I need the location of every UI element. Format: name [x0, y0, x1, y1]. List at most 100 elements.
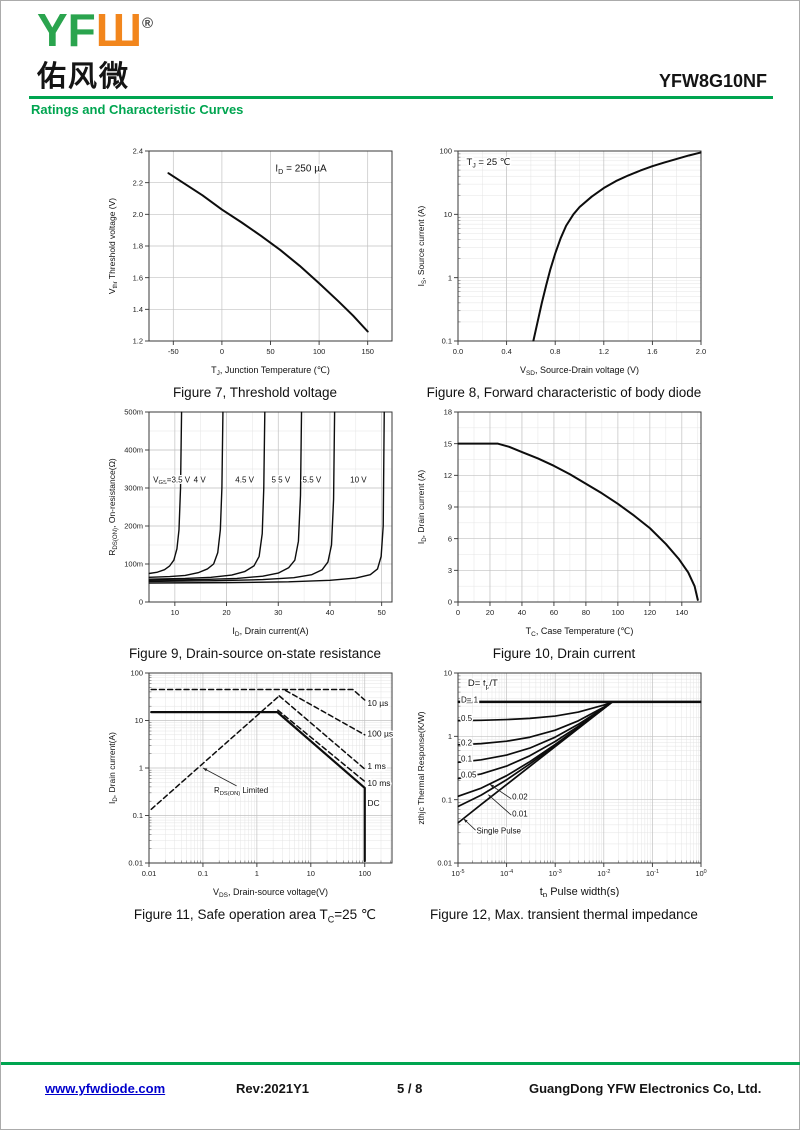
- registered-trademark-icon: ®: [142, 15, 154, 32]
- svg-text:1.8: 1.8: [133, 242, 143, 251]
- svg-text:80: 80: [582, 608, 590, 617]
- svg-text:40: 40: [518, 608, 526, 617]
- svg-text:0: 0: [220, 347, 224, 356]
- svg-text:300m: 300m: [124, 484, 143, 493]
- svg-text:10 ms: 10 ms: [367, 778, 390, 788]
- logo: YFШ®: [37, 7, 153, 53]
- figure-11-caption: Figure 11, Safe operation area TC=25 ℃: [133, 907, 377, 925]
- svg-text:D= tp/T: D= tp/T: [468, 678, 498, 690]
- logo-w-icon: Ш: [95, 4, 143, 56]
- figure-11: 0.01 0.1 1 10 100 0.01 0.1 1 10 100 10 µs 100 µs 1 m…: [105, 665, 405, 925]
- svg-text:50: 50: [377, 608, 385, 617]
- figure-7: -50 0 50 100 150 1.2 1.4 1.6 1.8 2.0 2.2 2.4 ID = 25…: [105, 143, 405, 400]
- svg-text:10 µs: 10 µs: [367, 698, 388, 708]
- svg-text:1.6: 1.6: [133, 273, 143, 282]
- svg-text:0.01: 0.01: [512, 810, 528, 819]
- svg-text:100: 100: [313, 347, 326, 356]
- figure-7-caption: Figure 7, Threshold voltage: [172, 385, 338, 400]
- svg-text:10-1: 10-1: [646, 869, 659, 878]
- svg-text:0.01: 0.01: [128, 859, 143, 868]
- figure-11-chart: 0.01 0.1 1 10 100 0.01 0.1 1 10 100 10 µs 100 µs 1 m…: [107, 669, 395, 897]
- svg-text:TJ, Junction Temperature (℃): TJ, Junction Temperature (℃): [211, 365, 330, 375]
- figure-9: 10 20 30 40 50 0 100m 200m 300m 400m 500m VGS=3.5 V…: [105, 404, 405, 661]
- svg-text:Single Pulse: Single Pulse: [476, 827, 521, 836]
- svg-text:40: 40: [326, 608, 334, 617]
- figure-10-caption: Figure 10, Drain current: [492, 646, 636, 661]
- svg-text:10-5: 10-5: [451, 869, 464, 878]
- svg-text:100: 100: [358, 869, 371, 878]
- svg-text:150: 150: [361, 347, 374, 356]
- svg-text:1.6: 1.6: [647, 347, 657, 356]
- svg-text:4 V: 4 V: [194, 475, 207, 484]
- svg-text:-50: -50: [168, 347, 179, 356]
- figure-8-chart: 0.0 0.4 0.8 1.2 1.6 2.0 0.1 1 10 100 TJ = 25 ℃ VSD,…: [416, 147, 706, 375]
- svg-text:0.4: 0.4: [501, 347, 511, 356]
- svg-text:20: 20: [486, 608, 494, 617]
- svg-text:1.2: 1.2: [133, 337, 143, 346]
- svg-text:TC, Case Temperature (℃): TC, Case Temperature (℃): [526, 626, 634, 636]
- figure-8: 0.0 0.4 0.8 1.2 1.6 2.0 0.1 1 10 100 TJ = 25 ℃ VSD,…: [414, 143, 714, 400]
- svg-text:0.1: 0.1: [442, 337, 452, 346]
- svg-text:2.2: 2.2: [133, 178, 143, 187]
- svg-text:30: 30: [274, 608, 282, 617]
- logo-yf: YF: [37, 4, 96, 56]
- figure-7-chart: -50 0 50 100 150 1.2 1.4 1.6 1.8 2.0 2.2 2.4 ID = 25…: [107, 147, 393, 375]
- svg-text:0.02: 0.02: [512, 793, 528, 802]
- svg-text:0: 0: [456, 608, 460, 617]
- svg-text:18: 18: [444, 408, 452, 417]
- svg-text:0.8: 0.8: [550, 347, 560, 356]
- svg-text:140: 140: [676, 608, 689, 617]
- figure-9-chart: 10 20 30 40 50 0 100m 200m 300m 400m 500m VGS=3.5 V…: [107, 408, 393, 636]
- svg-text:0: 0: [139, 598, 143, 607]
- svg-text:200m: 200m: [124, 522, 143, 531]
- svg-text:3: 3: [448, 566, 452, 575]
- svg-text:100: 100: [439, 147, 452, 156]
- svg-text:500m: 500m: [124, 408, 143, 417]
- svg-text:IS, Source current (A): IS, Source current (A): [416, 206, 428, 287]
- svg-text:VGS=3.5 V: VGS=3.5 V: [153, 475, 191, 486]
- svg-text:ID = 250 µA: ID = 250 µA: [275, 164, 327, 176]
- company-name: GuangDong YFW Electronics Co, Ltd.: [529, 1081, 762, 1096]
- svg-text:TJ = 25 ℃: TJ = 25 ℃: [467, 157, 511, 169]
- svg-text:0.05: 0.05: [461, 770, 477, 779]
- svg-text:60: 60: [550, 608, 558, 617]
- svg-text:4.5 V: 4.5 V: [235, 475, 254, 484]
- figure-10-chart: 0 20 40 60 80 100 120 140 0 3 6 9 12 15 18 TC, Case Tem…: [416, 408, 702, 636]
- svg-text:6: 6: [448, 534, 452, 543]
- svg-text:zthjc Thermal Response(K/W): zthjc Thermal Response(K/W): [416, 711, 426, 824]
- svg-text:100: 100: [695, 869, 706, 878]
- svg-text:D= 1: D= 1: [461, 695, 479, 704]
- section-title: Ratings and Characteristic Curves: [31, 102, 244, 117]
- company-name-cjk: 佑风微: [37, 61, 131, 93]
- svg-text:12: 12: [444, 471, 452, 480]
- svg-text:1: 1: [255, 869, 259, 878]
- part-number: YFW8G10NF: [658, 71, 767, 91]
- svg-text:1.2: 1.2: [599, 347, 609, 356]
- figure-9-caption: Figure 9, Drain-source on-state resistan…: [128, 646, 382, 661]
- svg-text:100: 100: [130, 669, 143, 678]
- svg-text:10-3: 10-3: [549, 869, 562, 878]
- svg-text:0: 0: [448, 598, 452, 607]
- svg-text:0.2: 0.2: [461, 738, 473, 747]
- svg-text:2.0: 2.0: [696, 347, 706, 356]
- figure-8-caption: Figure 8, Forward characteristic of body…: [426, 385, 702, 400]
- figure-12-chart: 10-5 10-4 10-3 10-2 10-1 100 0.01 0.1 1 10 D= tp/T…: [416, 669, 707, 897]
- svg-text:ID, Drain current (A): ID, Drain current (A): [416, 470, 428, 545]
- svg-text:5 5 V: 5 5 V: [271, 475, 290, 484]
- svg-text:0.01: 0.01: [142, 869, 157, 878]
- svg-text:1: 1: [139, 764, 143, 773]
- svg-text:2.4: 2.4: [133, 147, 143, 156]
- svg-text:0.5: 0.5: [461, 714, 473, 723]
- svg-text:5.5 V: 5.5 V: [303, 475, 322, 484]
- svg-text:Vthr Threshold voltage (V): Vthr Threshold voltage (V): [107, 198, 119, 294]
- svg-text:0.1: 0.1: [133, 811, 143, 820]
- website-link[interactable]: www.yfwdiode.com: [45, 1081, 166, 1096]
- page-number: 5 / 8: [397, 1081, 423, 1096]
- svg-text:tp Pulse width(s): tp Pulse width(s): [540, 886, 620, 897]
- svg-text:20: 20: [222, 608, 230, 617]
- svg-text:ID, Drain current(A): ID, Drain current(A): [107, 732, 119, 804]
- svg-text:10 V: 10 V: [350, 475, 367, 484]
- svg-text:15: 15: [444, 439, 452, 448]
- svg-text:10-4: 10-4: [500, 869, 513, 878]
